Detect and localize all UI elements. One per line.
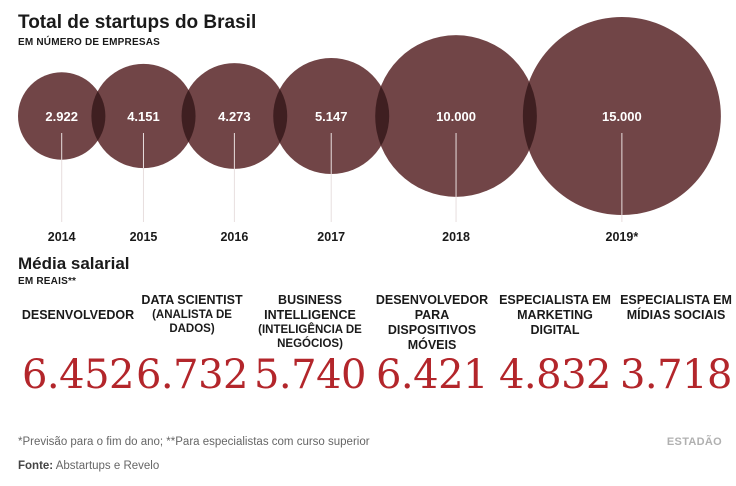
salary-title: Média salarial — [18, 254, 130, 273]
salary-category-label: ESPECIALISTA EM MÍDIAS SOCIAIS — [620, 293, 732, 322]
value-label-2015: 4.151 — [127, 109, 160, 124]
year-label-2015: 2015 — [130, 230, 158, 244]
salary-category-label: BUSINESS INTELLIGENCE — [264, 293, 356, 322]
salary-category-5: ESPECIALISTA EM MARKETING DIGITAL — [499, 293, 611, 338]
salary-category-6: ESPECIALISTA EM MÍDIAS SOCIAIS — [620, 293, 732, 323]
bubble-chart: 2.922 2014 4.151 2015 4.273 2016 5.147 2017 10.0… — [18, 17, 721, 244]
value-label-2016: 4.273 — [218, 109, 251, 124]
source-label: Fonte: — [18, 460, 54, 472]
salary-category-3: BUSINESS INTELLIGENCE (INTELIGÊNCIA DE NE… — [255, 293, 365, 351]
source-text: Abstartups e Revelo — [55, 460, 160, 472]
bubble-2017 — [273, 58, 390, 174]
salary-category-label: DATA SCIENTIST — [141, 293, 243, 307]
value-label-2014: 2.922 — [45, 109, 78, 124]
salary-category-2: DATA SCIENTIST (ANALISTA DE DADOS) — [137, 293, 247, 336]
bubble-2014 — [18, 72, 106, 160]
source: Fonte: Abstartups e Revelo — [18, 460, 159, 472]
salary-category-1: DESENVOLVEDOR — [13, 308, 143, 323]
year-label-2017: 2017 — [317, 230, 345, 244]
salary-category-detail: (ANALISTA DE DADOS) — [152, 309, 232, 335]
year-label-2014: 2014 — [48, 230, 76, 244]
value-label-2018: 10.000 — [436, 109, 476, 124]
salary-category-4: DESENVOLVEDOR PARA DISPOSITIVOS MÓVEIS — [370, 293, 494, 353]
chart-subtitle: EM NÚMERO DE EMPRESAS — [18, 37, 160, 48]
salary-value-6: 3.718 — [619, 352, 733, 398]
estadao-logo: ESTADÃO — [666, 436, 722, 448]
bubble-2015 — [91, 63, 196, 169]
salary-category-detail: (INTELIGÊNCIA DE NEGÓCIOS) — [258, 324, 362, 350]
salary-category-label: DESENVOLVEDOR — [21, 308, 135, 322]
salary-category-label: ESPECIALISTA EM MARKETING DIGITAL — [499, 293, 611, 337]
value-label-2017: 5.147 — [315, 109, 348, 124]
salary-value-1: 6.452 — [21, 352, 135, 398]
salary-value-5: 4.832 — [498, 352, 612, 398]
salary-value-3: 5.740 — [253, 352, 367, 398]
value-label-2019*: 15.000 — [602, 109, 642, 124]
chart-title: Total de startups do Brasil — [18, 12, 257, 33]
year-label-2016: 2016 — [220, 230, 248, 244]
bubble-2018 — [375, 35, 537, 197]
footnote: *Previsão para o fim do ano; **Para espe… — [18, 436, 370, 448]
salary-category-label: DESENVOLVEDOR PARA DISPOSITIVOS MÓVEIS — [375, 293, 489, 352]
salary-value-2: 6.732 — [135, 352, 249, 398]
year-label-2019*: 2019* — [606, 230, 639, 244]
salary-value-4: 6.421 — [375, 352, 489, 398]
salary-subtitle: EM REAIS** — [18, 276, 77, 287]
bubble-2016 — [181, 63, 288, 169]
bubble-2019* — [522, 17, 721, 215]
year-label-2018: 2018 — [442, 230, 470, 244]
